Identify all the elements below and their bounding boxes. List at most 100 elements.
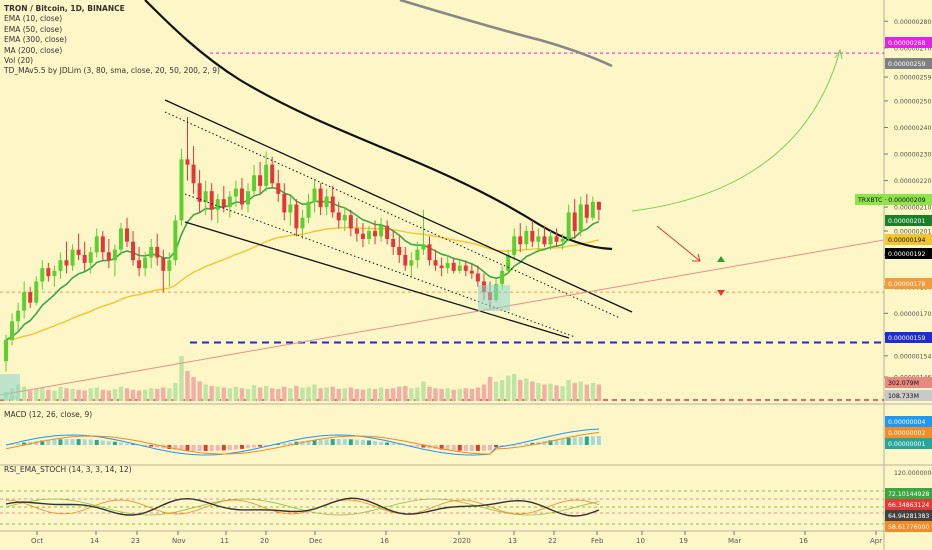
candle-body xyxy=(373,231,378,237)
volume-bar xyxy=(372,389,378,401)
macd-hist-bar xyxy=(10,444,15,445)
rsi-tick-label: 120.00000000 xyxy=(894,470,932,477)
macd-hist-bar xyxy=(439,445,444,450)
macd-hist-bar xyxy=(463,445,468,451)
legend-ema10[interactable]: EMA (10, close) xyxy=(4,14,63,24)
rsi-label[interactable]: RSI_EMA_STOCH (14, 3, 3, 14, 12) xyxy=(4,465,132,474)
macd-hist-bar xyxy=(530,442,535,445)
legend-ema300[interactable]: EMA (300, close) xyxy=(4,35,67,45)
macd-hist-bar xyxy=(52,439,57,445)
volume-bar xyxy=(530,381,535,401)
macd-hist-bar xyxy=(209,445,214,451)
candle-body xyxy=(542,236,547,245)
macd-hist-bar xyxy=(415,445,420,447)
macd-hist-bar xyxy=(46,439,51,445)
volume-bar xyxy=(263,386,269,401)
macd-hist-bar xyxy=(276,444,281,445)
volume-bar xyxy=(82,390,87,401)
axis-price-label: 0.00000268 xyxy=(885,37,932,48)
candle-body xyxy=(354,228,359,234)
indicator-legend[interactable]: TRON / Bitcoin, 1D, BINANCE EMA (10, clo… xyxy=(4,4,220,77)
macd-hist-bar xyxy=(500,445,505,447)
candle-body xyxy=(191,164,196,184)
candle-body xyxy=(397,246,402,255)
macd-hist-bar xyxy=(197,445,202,451)
volume-bar xyxy=(366,388,372,401)
candle-body xyxy=(167,260,172,271)
channel-upper xyxy=(164,99,633,313)
candle-body xyxy=(360,233,365,239)
volume-bar xyxy=(179,356,184,401)
legend-ma200[interactable]: MA (200, close) xyxy=(4,45,63,55)
candle-body xyxy=(149,246,154,258)
volume-bar xyxy=(481,384,487,401)
macd-hist-bar xyxy=(118,442,123,445)
macd-hist-bar xyxy=(457,445,462,451)
highlight-box-left xyxy=(0,374,20,400)
volume-bar xyxy=(130,389,136,401)
time-label: Apr xyxy=(870,537,882,545)
macd-hist-bar xyxy=(348,439,353,445)
candle-body xyxy=(276,183,281,194)
candle-body xyxy=(82,254,87,263)
symbol-title[interactable]: TRON / Bitcoin, 1D, BINANCE xyxy=(4,4,125,13)
price-tick-label: 0.00000210 xyxy=(894,205,931,212)
macd-hist-bar xyxy=(578,436,583,445)
macd-signal-line xyxy=(5,431,599,455)
candle-body xyxy=(185,159,190,165)
volume-bar xyxy=(227,388,233,401)
rsi-axis-label-bg xyxy=(885,521,932,532)
projection-curve xyxy=(631,49,841,212)
volume-bar xyxy=(161,387,166,401)
axis-price-label: TRXBTC · 0.00000209 xyxy=(855,194,932,205)
price-tick-label: 0.00000250 xyxy=(894,98,931,105)
macd-label[interactable]: MACD (12, 26, close, 9) xyxy=(4,410,93,419)
macd-hist-bar xyxy=(167,445,172,449)
candle-body xyxy=(500,270,505,285)
axis-price-label-text: TRXBTC · 0.00000209 xyxy=(857,197,926,204)
candle-body xyxy=(512,236,517,255)
legend-td-ma[interactable]: TD_MAv5.5 by JDLim (3, 80, sma, close, 2… xyxy=(4,66,220,76)
volume-bar xyxy=(505,375,511,401)
volume-bar xyxy=(439,389,444,401)
volume-bar xyxy=(70,389,75,401)
volume-bar xyxy=(463,388,468,401)
macd-hist-bar xyxy=(131,444,136,445)
axis-price-label: 108.733M xyxy=(885,390,932,401)
macd-hist-bar xyxy=(312,439,317,445)
legend-ema50[interactable]: EMA (50, close) xyxy=(4,24,63,34)
volume-bar xyxy=(185,371,190,401)
macd-hist-bar xyxy=(318,439,323,445)
volume-bar xyxy=(421,381,426,401)
time-label: 10 xyxy=(636,537,645,545)
candle-body xyxy=(572,212,577,232)
candle-body xyxy=(137,260,142,269)
price-tick-label: 0.00000154 xyxy=(894,353,931,360)
volume-bar xyxy=(348,387,354,401)
volume-bar xyxy=(330,386,335,401)
volume-bar xyxy=(294,386,299,401)
candle-body xyxy=(40,268,45,282)
time-label: 16 xyxy=(380,537,389,545)
axis-price-label-bg xyxy=(885,390,932,401)
macd-hist-bar xyxy=(221,445,226,451)
candle-body xyxy=(76,249,81,255)
candle-body xyxy=(118,228,123,250)
buy-marker xyxy=(717,256,725,262)
macd-hist-bar xyxy=(300,441,305,445)
macd-hist-bar xyxy=(149,445,154,447)
legend-vol[interactable]: Vol (20) xyxy=(4,55,34,65)
volume-bar xyxy=(173,383,178,401)
time-label: 23 xyxy=(131,537,140,545)
macd-hist-bar xyxy=(367,440,371,445)
candle-body xyxy=(451,262,456,271)
volume-bar xyxy=(118,386,124,401)
candle-body xyxy=(584,204,589,218)
rsi-stoch-k xyxy=(5,498,599,516)
macd-hist-bar xyxy=(106,441,111,445)
rsi-axis-label: 58.61776000 xyxy=(888,524,929,531)
time-label: 20 xyxy=(260,537,269,545)
volume-bar xyxy=(469,389,475,401)
